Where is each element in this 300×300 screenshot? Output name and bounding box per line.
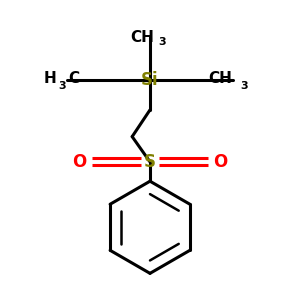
Text: 3: 3 [58, 80, 65, 91]
Text: O: O [214, 153, 228, 171]
Text: S: S [144, 153, 156, 171]
Text: C: C [68, 71, 80, 86]
Text: 3: 3 [158, 38, 166, 47]
Text: CH: CH [208, 71, 232, 86]
Text: CH: CH [130, 30, 154, 45]
Text: 3: 3 [241, 80, 248, 91]
Text: O: O [72, 153, 86, 171]
Text: H: H [44, 71, 56, 86]
Text: Si: Si [141, 71, 159, 89]
